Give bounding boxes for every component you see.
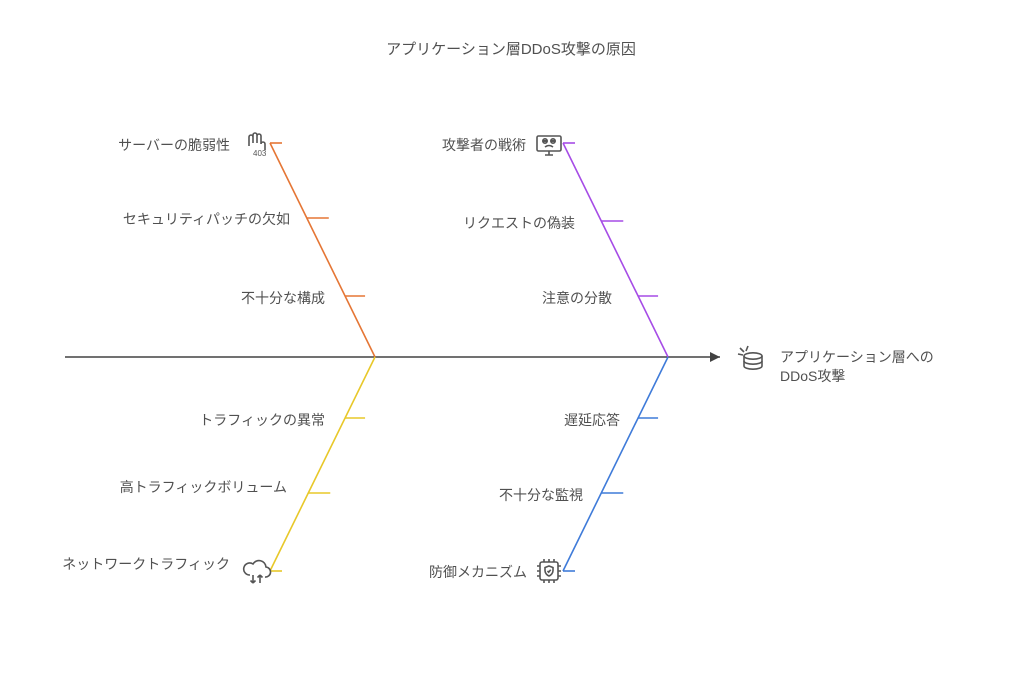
database-attack-icon <box>735 342 767 374</box>
bone-label: 不十分な構成 <box>160 289 325 308</box>
cloud-traffic-icon <box>240 555 272 587</box>
attacker-screen-icon <box>533 128 565 160</box>
bone-label: 防御メカニズム <box>395 563 527 582</box>
svg-text:403: 403 <box>253 149 267 158</box>
bone-label: セキュリティパッチの欠如 <box>90 210 290 229</box>
bone-label: 攻撃者の戦術 <box>400 136 526 155</box>
bone-label: 不十分な監視 <box>463 486 583 505</box>
hand-403-icon: 403 <box>240 128 272 160</box>
bone-label: 注意の分散 <box>470 289 612 308</box>
chip-shield-icon <box>533 555 565 587</box>
bone-label: サーバーの脆弱性 <box>70 136 230 155</box>
fishbone-svg <box>0 0 1022 686</box>
effect-label: アプリケーション層へのDDoS攻撃 <box>780 348 950 386</box>
bone-label: ネットワークトラフィック <box>60 555 230 574</box>
bone-label: リクエストの偽装 <box>400 214 575 233</box>
bone-label: トラフィックの異常 <box>135 411 325 430</box>
bone-label: 高トラフィックボリューム <box>95 478 287 497</box>
bone-label: 遅延応答 <box>500 411 620 430</box>
